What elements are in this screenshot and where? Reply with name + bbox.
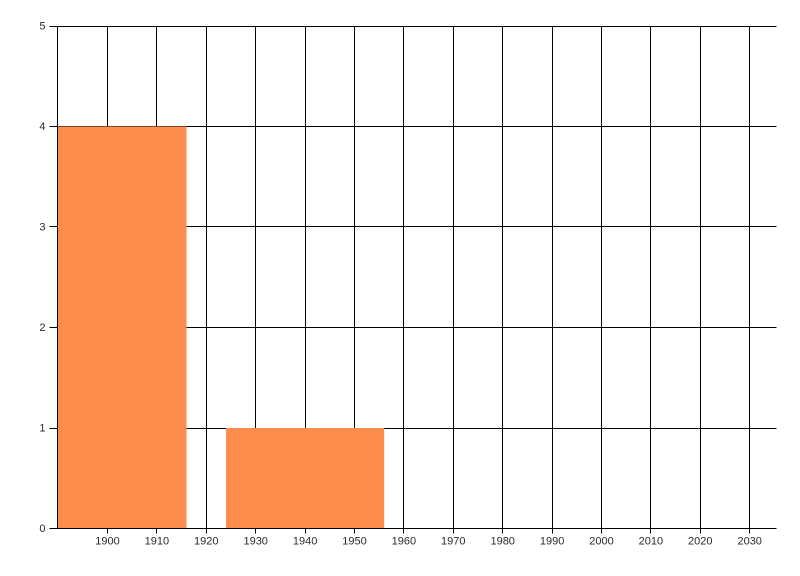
svg-text:2020: 2020 — [688, 536, 712, 548]
svg-text:1900: 1900 — [95, 536, 119, 548]
svg-text:1970: 1970 — [441, 536, 465, 548]
svg-text:1950: 1950 — [342, 536, 366, 548]
svg-text:4: 4 — [39, 121, 45, 133]
svg-text:2000: 2000 — [589, 536, 613, 548]
svg-text:1: 1 — [39, 423, 45, 435]
svg-text:2010: 2010 — [639, 536, 663, 548]
svg-text:2: 2 — [39, 322, 45, 334]
svg-text:1960: 1960 — [392, 536, 416, 548]
svg-text:2030: 2030 — [737, 536, 761, 548]
svg-text:1910: 1910 — [145, 536, 169, 548]
svg-text:1990: 1990 — [540, 536, 564, 548]
svg-text:1920: 1920 — [194, 536, 218, 548]
svg-text:1930: 1930 — [243, 536, 267, 548]
svg-text:3: 3 — [39, 222, 45, 234]
svg-text:1940: 1940 — [293, 536, 317, 548]
svg-text:5: 5 — [39, 21, 45, 33]
svg-text:1980: 1980 — [490, 536, 514, 548]
svg-text:0: 0 — [39, 523, 45, 535]
